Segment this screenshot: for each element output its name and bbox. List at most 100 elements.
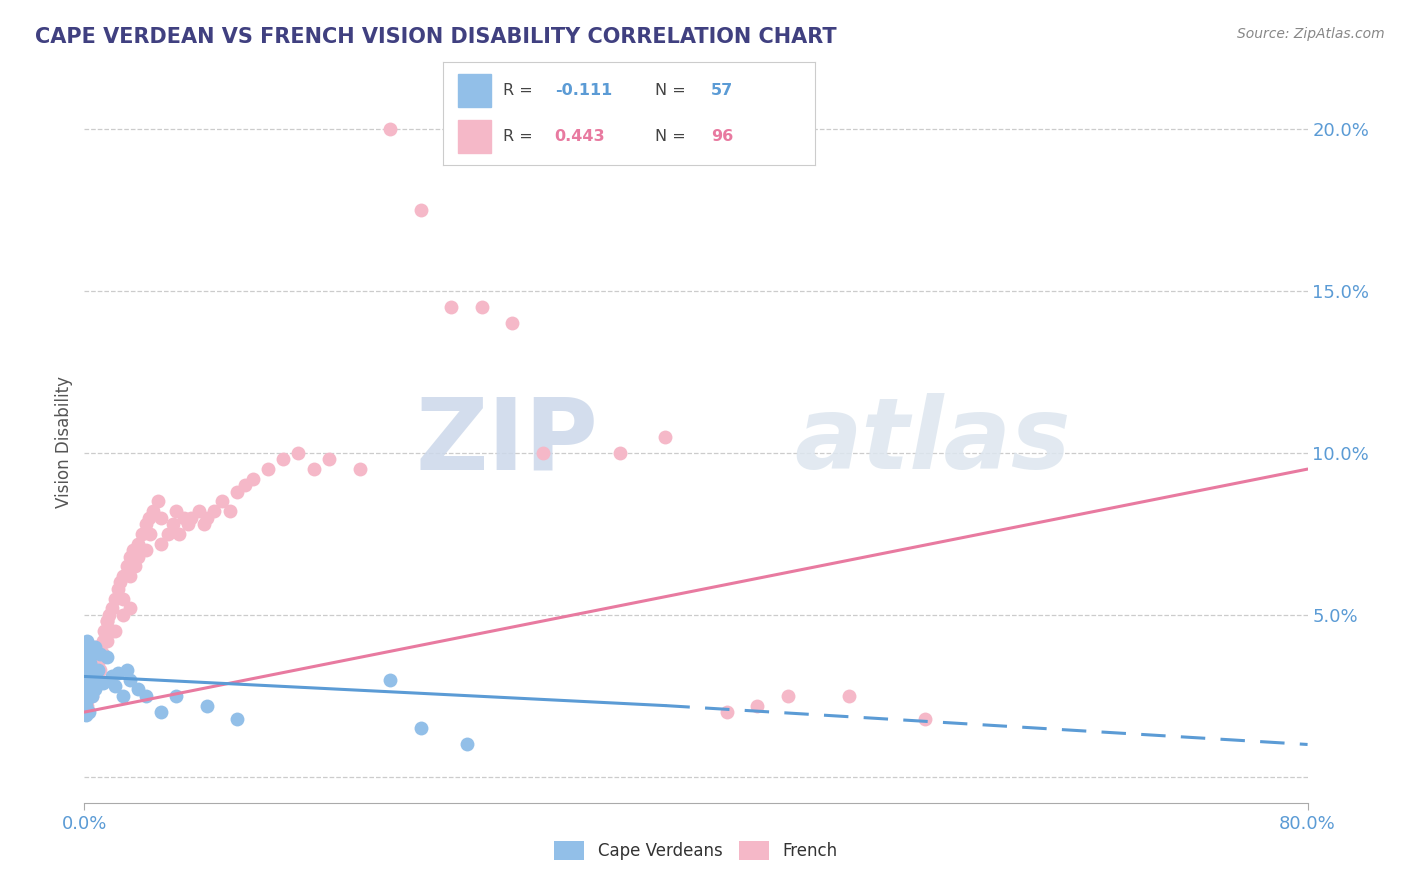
Point <box>180 510 202 524</box>
Point <box>75 679 97 693</box>
Point <box>157 527 180 541</box>
Point <box>654 430 676 444</box>
Point <box>77 657 100 671</box>
Point <box>471 300 494 314</box>
Point <box>124 559 146 574</box>
Point <box>77 663 100 677</box>
Point <box>83 679 105 693</box>
Point <box>79 666 101 681</box>
Point <box>914 712 936 726</box>
Point <box>122 543 145 558</box>
Point <box>89 640 111 655</box>
Point <box>146 494 169 508</box>
Point <box>77 673 100 687</box>
Point <box>84 682 107 697</box>
Point <box>302 462 325 476</box>
Point <box>76 686 98 700</box>
Point <box>76 653 98 667</box>
Point <box>111 569 134 583</box>
Point <box>349 462 371 476</box>
Point <box>87 657 110 671</box>
Text: R =: R = <box>502 128 537 144</box>
Point <box>77 650 100 665</box>
Point <box>409 202 432 217</box>
Point <box>86 673 108 687</box>
Text: CAPE VERDEAN VS FRENCH VISION DISABILITY CORRELATION CHART: CAPE VERDEAN VS FRENCH VISION DISABILITY… <box>35 27 837 46</box>
Point <box>89 663 111 677</box>
Point <box>97 607 120 622</box>
Point <box>75 663 97 677</box>
Point <box>75 689 97 703</box>
Text: 96: 96 <box>711 128 734 144</box>
Point <box>115 559 138 574</box>
Point <box>75 689 97 703</box>
Point <box>271 452 294 467</box>
Point <box>108 575 131 590</box>
Text: ZIP: ZIP <box>415 393 598 490</box>
Point <box>287 446 309 460</box>
Point <box>79 663 101 677</box>
Point <box>107 582 129 596</box>
Point <box>83 666 105 681</box>
Point <box>91 676 114 690</box>
Point <box>135 689 157 703</box>
Point <box>86 673 108 687</box>
Point <box>84 663 107 677</box>
Point <box>89 647 111 661</box>
Y-axis label: Vision Disability: Vision Disability <box>55 376 73 508</box>
Point <box>242 472 264 486</box>
Point <box>165 504 187 518</box>
Point <box>89 640 111 655</box>
Point <box>107 666 129 681</box>
Point <box>75 682 97 697</box>
Point <box>77 705 100 719</box>
Point <box>120 549 142 564</box>
Point <box>80 657 103 671</box>
Point <box>167 527 190 541</box>
Point <box>173 510 195 524</box>
Point <box>838 689 860 703</box>
Point <box>111 689 134 703</box>
Point <box>380 673 402 687</box>
Point <box>127 536 149 550</box>
Point <box>96 615 118 629</box>
Point <box>226 712 249 726</box>
Legend: Cape Verdeans, French: Cape Verdeans, French <box>548 834 844 867</box>
Text: atlas: atlas <box>794 393 1070 490</box>
Text: R =: R = <box>502 83 537 97</box>
Point <box>318 452 340 467</box>
Text: -0.111: -0.111 <box>554 83 612 97</box>
Point <box>139 527 162 541</box>
Point <box>115 663 138 677</box>
Point <box>80 647 103 661</box>
Point <box>456 738 478 752</box>
Point <box>80 673 103 687</box>
Point <box>127 682 149 697</box>
Point <box>79 657 101 671</box>
Point <box>101 624 124 638</box>
Point <box>104 679 127 693</box>
Point <box>75 666 97 681</box>
Point <box>380 121 402 136</box>
Point <box>79 682 101 697</box>
Point <box>76 679 98 693</box>
Point <box>96 615 118 629</box>
Point <box>165 689 187 703</box>
Point <box>76 698 98 713</box>
Point <box>716 705 738 719</box>
Point <box>79 679 101 693</box>
Point <box>77 689 100 703</box>
Point <box>149 705 172 719</box>
Point <box>101 669 124 683</box>
Point <box>101 601 124 615</box>
Point <box>76 640 98 655</box>
Point <box>76 679 98 693</box>
Point <box>142 504 165 518</box>
Point <box>104 624 127 638</box>
Bar <box>458 74 491 106</box>
Point <box>83 663 105 677</box>
Point <box>80 689 103 703</box>
Point <box>76 659 98 673</box>
Point <box>202 504 225 518</box>
Point <box>76 669 98 683</box>
